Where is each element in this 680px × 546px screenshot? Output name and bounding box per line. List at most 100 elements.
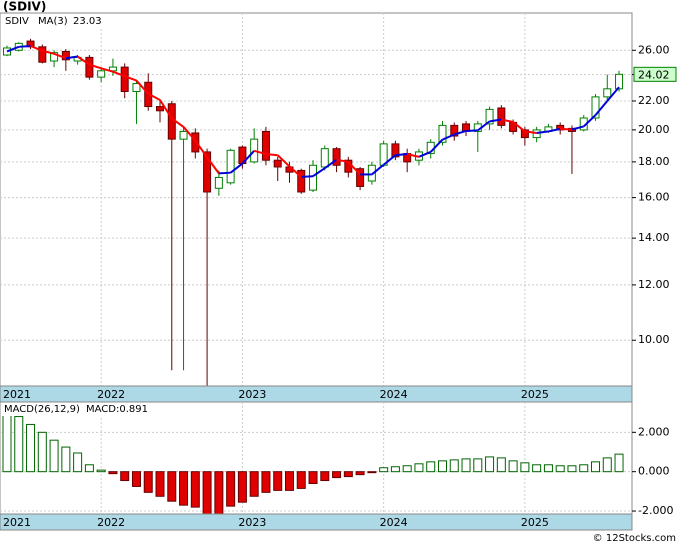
macd-bar [473,458,483,473]
x-tick-label: 2024 [380,516,408,529]
macd-bar [555,465,565,473]
ma-segment [312,167,326,178]
ma-segment [442,133,455,141]
x-tick-label: 2022 [97,516,125,529]
y-tick-label: 18.00 [638,155,670,168]
y-tick-label: 2.000 [638,425,670,438]
macd-bar [120,471,130,482]
x-tick-label: 2021 [3,388,31,401]
candle-body [438,124,447,143]
candle-body [179,130,188,140]
footer: © 12Stocks.com [593,533,676,544]
ma-segment [536,130,549,134]
ma-segment [347,161,361,176]
ma-segment [489,118,502,123]
macd-bar [426,461,436,473]
plot-frame [0,12,633,387]
candle-body [556,124,565,131]
x-tick-label: 2025 [521,388,549,401]
ma-segment [524,130,537,134]
macd-bar [543,464,553,473]
candle-body [450,124,459,137]
ma-segment [206,156,220,174]
macd-bar [602,457,612,473]
ma-segment [501,118,514,123]
macd-bar [532,464,542,473]
candle-body [309,164,318,191]
candle-body [38,46,47,63]
ma-segment [477,120,491,132]
macd-bar [249,471,259,497]
legend-ma-value: 23.03 [73,16,102,27]
macd-bar [37,431,47,473]
ma-segment [429,138,444,153]
candle-body [203,151,212,193]
y-tick-label: 20.00 [638,123,670,136]
macd-bar [414,463,424,473]
ma-segment [230,162,244,174]
candle-body [603,88,612,98]
macd-bar [14,416,24,473]
macd-bar [143,471,153,493]
candle-body [167,103,176,140]
macd-bar [332,471,342,479]
legend-name: MACD: [86,404,119,415]
macd-bar [402,465,412,473]
macd-bar [96,469,106,473]
x-tick-label: 2024 [380,388,408,401]
ma-segment [288,165,302,178]
candle-body [403,153,412,163]
macd-bar [179,471,189,506]
candle-body [85,56,94,78]
macd-bar [26,423,36,473]
macd-bar [73,452,83,473]
macd-bar [320,471,330,482]
candle-body [120,66,129,92]
candle-body [485,108,494,125]
legend-box [2,403,122,416]
ma-segment [218,171,231,175]
y-tick-label: 22.00 [638,94,670,107]
y-tick-label: -2.000 [638,504,673,517]
ma-segment [171,117,185,128]
candle-body [367,164,376,182]
ma-segment [194,140,208,158]
legend-ma-name: MA(3) [38,16,68,27]
ma-segment [418,151,432,158]
candle-body [497,107,506,126]
macd-bar [508,460,518,473]
macd-bar [284,471,294,491]
candle-body [591,96,600,119]
y-tick-label: 14.00 [638,231,670,244]
legend-value: 0.891 [119,404,148,415]
candle-body [50,52,59,62]
macd-bar [214,471,224,515]
legend-box [2,14,106,27]
x-axis-band [0,513,633,531]
macd-bar [614,453,624,473]
ma-segment [606,86,620,102]
macd-bar [155,471,165,497]
ma-segment [548,127,561,133]
ma-segment [89,63,102,70]
y-tick-label: 10.00 [638,333,670,346]
candle-body [615,73,624,90]
macd-bar [496,457,506,473]
x-tick-label: 2021 [3,516,31,529]
legend-macd: MACD:0.891 [86,404,148,415]
ma-segment [265,153,278,157]
macd-bar [226,471,236,507]
candle-body [132,83,141,92]
macd-bar [49,439,59,473]
candle-body [250,138,259,163]
candle-body [332,148,341,166]
candle-body [520,129,529,139]
ma-segment [406,153,420,158]
ma-segment [560,127,573,131]
ma-segment [395,153,408,157]
ma-segment [301,175,314,178]
macd-bar [108,471,118,475]
y-tick-label: 26.00 [638,43,670,56]
x-tick-label: 2025 [521,516,549,529]
